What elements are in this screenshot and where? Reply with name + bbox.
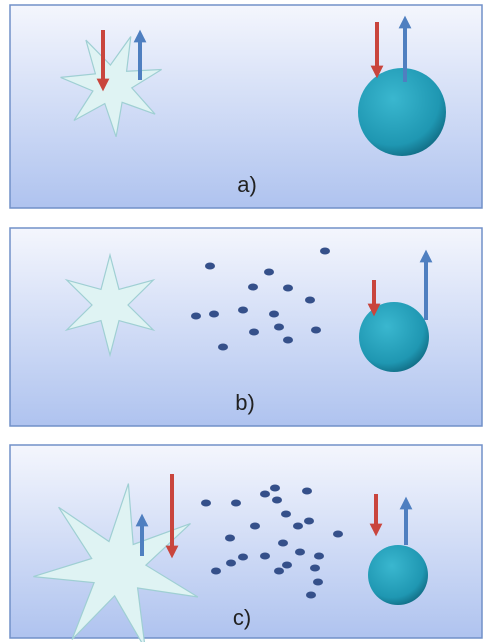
particle	[231, 500, 241, 507]
particle	[249, 329, 259, 336]
particle	[225, 535, 235, 542]
particle	[260, 491, 270, 498]
particle	[238, 307, 248, 314]
panel-label: b)	[235, 390, 255, 415]
particle	[311, 327, 321, 334]
particle	[306, 592, 316, 599]
page: a) b) c) (() => { const data = JSON.pars…	[0, 0, 486, 642]
panel-label: c)	[233, 605, 251, 630]
panel-label: a)	[237, 172, 257, 197]
particle	[278, 540, 288, 547]
particle	[314, 553, 324, 560]
particle	[209, 311, 219, 318]
particle	[293, 523, 303, 530]
particle	[274, 324, 284, 331]
sphere	[358, 68, 446, 156]
particle	[211, 568, 221, 575]
particle	[295, 549, 305, 556]
particle	[333, 531, 343, 538]
particle	[320, 248, 330, 255]
particle	[302, 488, 312, 495]
particle	[250, 523, 260, 530]
particle	[260, 553, 270, 560]
particle	[191, 313, 201, 320]
diagram: a) b) c)	[0, 0, 486, 642]
particle	[305, 297, 315, 304]
particle	[226, 560, 236, 567]
particle	[283, 285, 293, 292]
particle	[201, 500, 211, 507]
particle	[248, 284, 258, 291]
sphere	[359, 302, 429, 372]
particle	[205, 263, 215, 270]
particle	[282, 562, 292, 569]
particle	[264, 269, 274, 276]
sphere	[368, 545, 428, 605]
particle	[304, 518, 314, 525]
particle	[238, 554, 248, 561]
particle	[274, 568, 284, 575]
particle	[281, 511, 291, 518]
particle	[272, 497, 282, 504]
particle	[313, 579, 323, 586]
particle	[283, 337, 293, 344]
particle	[218, 344, 228, 351]
particle	[310, 565, 320, 572]
particle	[270, 485, 280, 492]
particle	[269, 311, 279, 318]
